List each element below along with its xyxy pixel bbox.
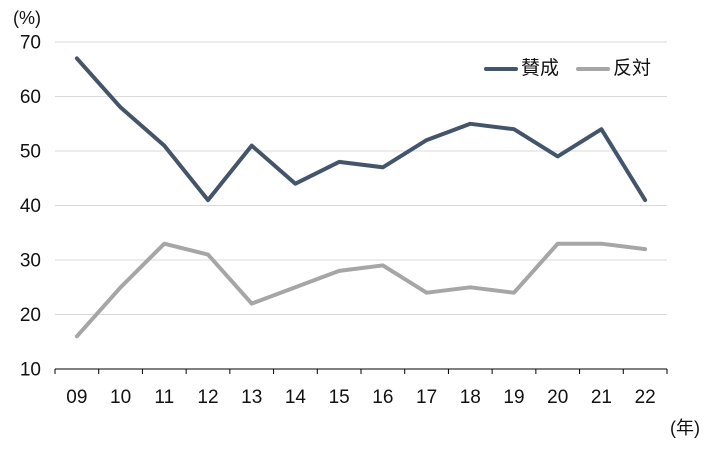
x-tick-label-21: 21 [591, 387, 612, 408]
y-tick-label-10: 10 [20, 360, 41, 381]
x-tick-label-12: 12 [197, 387, 218, 408]
x-tick-label-18: 18 [460, 387, 481, 408]
y-tick-label-20: 20 [20, 305, 41, 326]
x-tick-label-11: 11 [154, 387, 174, 408]
y-tick-label-40: 40 [20, 196, 41, 217]
y-tick-label-50: 50 [20, 142, 41, 163]
legend-label-hantai: 反対 [613, 58, 652, 79]
x-tick-label-17: 17 [416, 387, 437, 408]
y-tick-label-70: 70 [20, 33, 41, 54]
x-tick-label-19: 19 [503, 387, 524, 408]
legend-item-sansei: 賛成 [484, 59, 559, 78]
y-tick-label-30: 30 [20, 251, 41, 272]
y-axis-unit-label: (%) [13, 8, 41, 28]
x-tick-label-14: 14 [285, 387, 307, 408]
x-tick-label-22: 22 [635, 387, 656, 408]
x-tick-label-13: 13 [241, 387, 262, 408]
legend-item-hantai: 反対 [576, 59, 651, 78]
series-line-sansei [74, 56, 648, 203]
x-tick-label-10: 10 [110, 387, 131, 408]
legend-label-sansei: 賛成 [521, 58, 560, 79]
x-tick-label-16: 16 [372, 387, 393, 408]
x-tick-label-15: 15 [329, 387, 350, 408]
series-line-hantai [74, 241, 648, 339]
legend-line-sample-hantai [576, 66, 611, 71]
y-tick-label-60: 60 [20, 87, 41, 108]
x-tick-label-09: 09 [66, 387, 87, 408]
x-axis-unit-label: (年) [670, 418, 700, 438]
x-tick-label-20: 20 [547, 387, 568, 408]
legend-line-sample-sansei [484, 66, 518, 71]
legend: 賛成 反対 [484, 59, 651, 78]
